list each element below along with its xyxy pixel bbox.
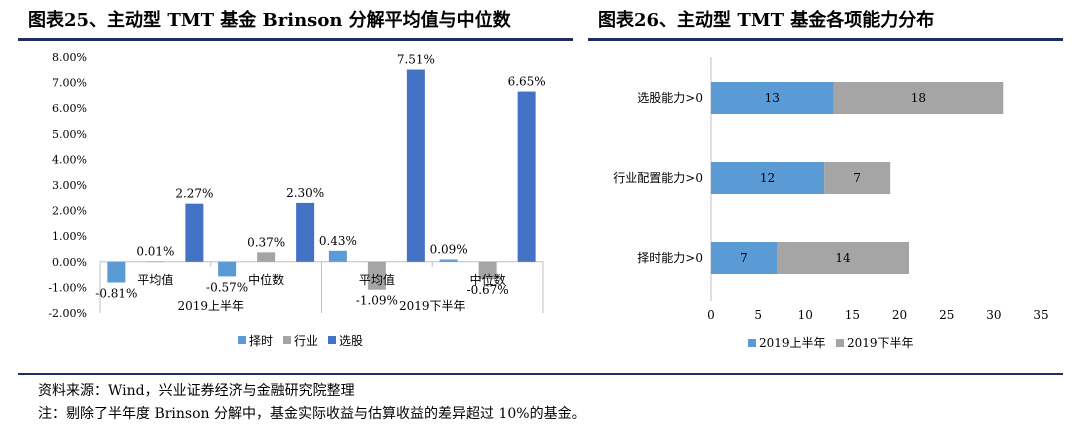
y-tick-label: 6.00% bbox=[52, 102, 87, 115]
x-tick-label: 5 bbox=[754, 308, 762, 322]
x-tick-label: 20 bbox=[892, 308, 907, 322]
category-label: 平均值 bbox=[137, 272, 173, 287]
data-label: 0.01% bbox=[136, 245, 174, 259]
data-label: 18 bbox=[911, 91, 926, 105]
y-tick-label: 8.00% bbox=[52, 51, 87, 64]
legend-label: 2019下半年 bbox=[847, 336, 914, 350]
category-label: 选股能力>0 bbox=[637, 91, 703, 105]
data-label: 0.09% bbox=[430, 242, 468, 256]
category-label: 平均值 bbox=[359, 272, 395, 287]
data-label: 12 bbox=[760, 171, 775, 185]
legend-label: 择时 bbox=[249, 334, 273, 348]
data-label: 7.51% bbox=[397, 53, 435, 67]
legend-swatch bbox=[748, 339, 756, 347]
y-tick-label: -1.00% bbox=[48, 281, 87, 294]
left-chart-title: 图表25、主动型 TMT 基金 Brinson 分解平均值与中位数 bbox=[28, 10, 511, 31]
category-label: 中位数 bbox=[470, 272, 506, 287]
footer-rule bbox=[18, 373, 1063, 375]
bar-1-2 bbox=[711, 162, 825, 194]
data-label: -0.81% bbox=[95, 287, 137, 301]
bar-2-1 bbox=[833, 82, 1004, 114]
x-tick-label: 15 bbox=[845, 308, 860, 322]
bar-3-3 bbox=[406, 69, 425, 262]
data-label: 2.27% bbox=[175, 187, 213, 201]
bar-2-3 bbox=[367, 261, 386, 290]
data-label: 7 bbox=[740, 251, 748, 265]
bar-2-4 bbox=[478, 261, 497, 279]
data-label: 7 bbox=[853, 171, 861, 185]
data-label: 2.30% bbox=[286, 186, 324, 200]
data-label: 13 bbox=[765, 91, 780, 105]
bar-2-3 bbox=[777, 242, 909, 274]
data-label: 0.43% bbox=[319, 234, 357, 248]
data-label: 14 bbox=[835, 251, 851, 265]
bar-3-2 bbox=[296, 202, 315, 262]
y-tick-label: 1.00% bbox=[52, 230, 87, 243]
category-label: 中位数 bbox=[248, 272, 284, 287]
y-tick-label: 3.00% bbox=[52, 179, 87, 192]
x-tick-label: 25 bbox=[939, 308, 954, 322]
bar-1-3 bbox=[711, 242, 777, 274]
data-label: -0.57% bbox=[206, 280, 248, 294]
data-label: 0.37% bbox=[247, 235, 285, 249]
category-label: 择时能力>0 bbox=[637, 251, 703, 265]
remark-note: 注：剔除了半年度 Brinson 分解中，基金实际收益与估算收益的差异超过 10… bbox=[38, 406, 586, 422]
data-label: -1.09% bbox=[356, 294, 398, 308]
y-tick-label: -2.00% bbox=[48, 307, 87, 320]
legend-swatch bbox=[283, 336, 291, 344]
legend-label: 选股 bbox=[339, 334, 363, 348]
data-label: 6.65% bbox=[508, 75, 546, 89]
legend-label: 行业 bbox=[294, 334, 318, 348]
bar-2-2 bbox=[824, 162, 891, 194]
category-label: 行业配置能力>0 bbox=[613, 171, 703, 185]
x-tick-label: 30 bbox=[986, 308, 1001, 322]
bar-1-4 bbox=[439, 259, 458, 262]
y-tick-label: 0.00% bbox=[52, 256, 87, 269]
bar-1-1 bbox=[711, 82, 834, 114]
data-label: -0.67% bbox=[467, 283, 509, 297]
bar-2-1 bbox=[146, 261, 165, 263]
bar-1-3 bbox=[328, 250, 347, 262]
bar-3-4 bbox=[517, 91, 536, 262]
left-title-rule bbox=[18, 38, 573, 41]
source-note: 资料来源：Wind，兴业证券经济与金融研究院整理 bbox=[38, 383, 355, 399]
group-label: 2019上半年 bbox=[177, 299, 244, 313]
y-tick-label: 2.00% bbox=[52, 205, 87, 218]
y-tick-label: 5.00% bbox=[52, 128, 87, 141]
group-label: 2019下半年 bbox=[399, 299, 466, 313]
x-tick-label: 0 bbox=[707, 308, 715, 322]
bar-1-2 bbox=[218, 261, 237, 277]
x-tick-label: 35 bbox=[1033, 308, 1048, 322]
legend-swatch bbox=[836, 339, 844, 347]
legend-label: 2019上半年 bbox=[759, 336, 826, 350]
legend-swatch bbox=[328, 336, 336, 344]
bar-1-1 bbox=[107, 261, 126, 283]
x-tick-label: 10 bbox=[798, 308, 813, 322]
right-title-rule bbox=[588, 38, 1063, 41]
y-tick-label: 4.00% bbox=[52, 153, 87, 166]
right-chart-title: 图表26、主动型 TMT 基金各项能力分布 bbox=[598, 10, 935, 31]
bar-3-1 bbox=[185, 203, 204, 262]
y-tick-label: 7.00% bbox=[52, 77, 87, 90]
legend-swatch bbox=[238, 336, 246, 344]
bar-2-2 bbox=[257, 252, 276, 262]
